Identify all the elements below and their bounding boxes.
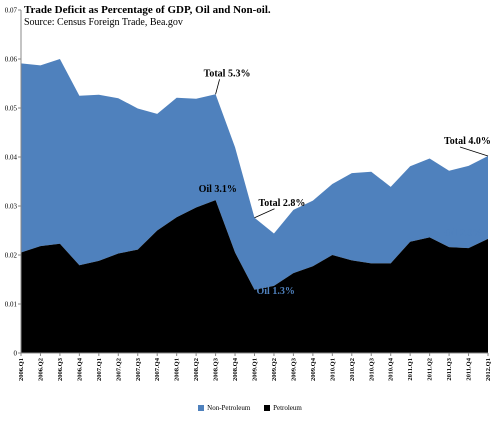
x-tick-label: 2007.Q2 — [115, 358, 122, 381]
x-tick-label: 2006.Q4 — [76, 357, 83, 381]
annotation-label: Oil 1.3% — [257, 286, 295, 297]
x-tick-label: 2007.Q4 — [154, 357, 161, 381]
x-tick-label: 2007.Q1 — [96, 358, 103, 381]
annotation-label: Oil 2.3% — [444, 228, 482, 239]
annotation-label: Total 2.8% — [259, 198, 306, 209]
chart-title: Trade Deficit as Percentage of GDP, Oil … — [24, 4, 271, 16]
legend-label-petroleum: Petroleum — [273, 404, 302, 412]
x-tick-label: 2010.Q1 — [329, 358, 336, 381]
legend: Non-Petroleum Petroleum — [0, 404, 500, 413]
annotation-leader-line — [254, 208, 275, 219]
x-tick-label: 2010.Q2 — [349, 358, 356, 381]
x-tick-label: 2011.Q3 — [446, 357, 453, 380]
y-tick-label: 0.05 — [5, 105, 18, 113]
x-tick-label: 2010.Q4 — [388, 357, 395, 381]
area-series-non-petroleum — [21, 59, 488, 290]
y-tick-label: 0.03 — [5, 203, 18, 211]
legend-item-petroleum: Petroleum — [264, 404, 302, 412]
x-tick-label: 2008.Q1 — [174, 358, 181, 381]
legend-label-non-petroleum: Non-Petroleum — [207, 404, 251, 412]
annotation-leader-line — [459, 146, 489, 157]
x-tick-label: 2012.Q1 — [485, 358, 492, 381]
x-tick-label: 2009.Q2 — [271, 358, 278, 381]
y-tick-label: 0.04 — [5, 154, 18, 162]
legend-swatch-petroleum — [264, 405, 271, 411]
x-tick-label: 2006.Q3 — [57, 357, 64, 381]
y-tick-label: 0.06 — [5, 56, 18, 64]
chart-subtitle: Source: Census Foreign Trade, Bea.gov — [24, 17, 183, 28]
x-tick-label: 2009.Q1 — [252, 358, 259, 381]
annotation-label: Total 5.3% — [204, 68, 251, 79]
area-series-petroleum — [21, 200, 488, 353]
x-tick-label: 2006.Q1 — [18, 358, 25, 381]
x-tick-label: 2008.Q2 — [193, 358, 200, 381]
x-tick-label: 2009.Q3 — [290, 357, 297, 381]
y-tick-label: 0.01 — [5, 301, 18, 309]
annotation-label: Oil 3.1% — [199, 184, 237, 195]
annotation-label: Total 4.0% — [444, 136, 491, 147]
x-tick-label: 2011.Q2 — [427, 358, 434, 381]
y-tick-label: 0.02 — [5, 252, 18, 260]
x-tick-label: 2008.Q3 — [213, 357, 220, 381]
y-tick-label: 0 — [14, 350, 18, 358]
x-tick-label: 2008.Q4 — [232, 357, 239, 381]
x-tick-label: 2006.Q2 — [37, 358, 44, 381]
x-tick-label: 2007.Q3 — [135, 357, 142, 381]
x-tick-label: 2009.Q4 — [310, 357, 317, 381]
x-tick-label: 2010.Q3 — [368, 357, 375, 381]
x-tick-label: 2011.Q4 — [466, 357, 473, 380]
x-tick-label: 2011.Q1 — [407, 358, 414, 381]
legend-item-non-petroleum: Non-Petroleum — [198, 404, 250, 412]
legend-swatch-non-petroleum — [198, 405, 205, 411]
annotation-leader-line — [215, 79, 220, 95]
y-tick-label: 0.07 — [5, 7, 18, 15]
